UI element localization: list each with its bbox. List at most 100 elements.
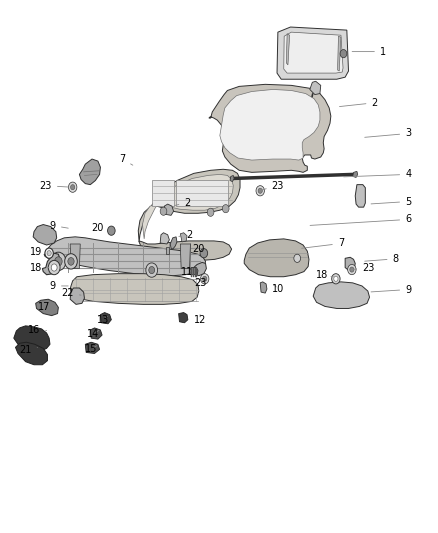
Polygon shape <box>152 180 173 206</box>
Text: 21: 21 <box>19 345 37 356</box>
Text: 11: 11 <box>181 266 194 277</box>
Polygon shape <box>313 282 370 309</box>
Text: 22: 22 <box>61 288 81 298</box>
Text: 14: 14 <box>87 329 99 339</box>
Text: 9: 9 <box>371 285 411 295</box>
Circle shape <box>146 263 158 277</box>
Polygon shape <box>190 268 198 274</box>
Circle shape <box>332 273 340 284</box>
Polygon shape <box>180 244 191 269</box>
Polygon shape <box>142 174 233 239</box>
Text: 15: 15 <box>85 344 97 354</box>
Polygon shape <box>14 326 50 351</box>
Text: 23: 23 <box>194 278 206 288</box>
Text: 7: 7 <box>302 238 344 248</box>
Text: 6: 6 <box>310 214 411 225</box>
Text: 18: 18 <box>30 263 49 272</box>
Circle shape <box>45 248 53 259</box>
Polygon shape <box>85 342 99 353</box>
Polygon shape <box>33 224 57 245</box>
Text: 18: 18 <box>316 270 333 280</box>
Text: 2: 2 <box>179 230 193 240</box>
Text: 13: 13 <box>97 314 110 325</box>
Polygon shape <box>15 342 47 365</box>
Text: 23: 23 <box>261 181 284 191</box>
Polygon shape <box>44 237 205 276</box>
Text: 9: 9 <box>50 221 68 231</box>
Text: 20: 20 <box>192 244 204 254</box>
Text: 16: 16 <box>28 326 46 335</box>
Polygon shape <box>345 257 355 272</box>
Polygon shape <box>355 184 365 207</box>
Circle shape <box>65 254 77 269</box>
Text: 9: 9 <box>50 281 68 291</box>
Text: 12: 12 <box>194 314 206 325</box>
Text: 4: 4 <box>344 169 411 180</box>
Text: 10: 10 <box>272 284 284 294</box>
Polygon shape <box>194 262 206 276</box>
Circle shape <box>334 276 338 281</box>
Polygon shape <box>220 90 320 160</box>
Text: 2: 2 <box>339 98 378 108</box>
Text: 19: 19 <box>30 247 48 257</box>
Polygon shape <box>139 241 232 260</box>
Polygon shape <box>70 244 80 269</box>
Circle shape <box>149 266 155 273</box>
Text: 8: 8 <box>365 254 399 264</box>
Polygon shape <box>353 171 358 177</box>
Text: 1: 1 <box>352 46 386 56</box>
Text: 7: 7 <box>119 154 133 165</box>
Circle shape <box>207 208 214 216</box>
Polygon shape <box>160 233 170 244</box>
Polygon shape <box>170 237 177 249</box>
Circle shape <box>223 205 229 213</box>
Polygon shape <box>166 247 170 254</box>
Polygon shape <box>310 81 321 94</box>
Polygon shape <box>244 239 309 277</box>
Polygon shape <box>277 27 349 79</box>
Polygon shape <box>176 180 228 206</box>
Circle shape <box>71 184 75 190</box>
Polygon shape <box>70 273 199 304</box>
Circle shape <box>108 226 115 235</box>
Polygon shape <box>138 169 240 242</box>
Circle shape <box>201 273 209 284</box>
Circle shape <box>258 188 262 193</box>
Circle shape <box>350 267 354 272</box>
Text: 20: 20 <box>91 223 110 232</box>
Circle shape <box>256 185 265 196</box>
Polygon shape <box>179 312 188 323</box>
Circle shape <box>48 260 60 274</box>
Text: 2: 2 <box>175 198 191 207</box>
Polygon shape <box>70 288 85 304</box>
Circle shape <box>294 254 300 262</box>
Polygon shape <box>35 299 58 316</box>
Circle shape <box>348 264 356 274</box>
Polygon shape <box>100 312 111 324</box>
Polygon shape <box>284 32 343 73</box>
Text: 17: 17 <box>38 302 57 312</box>
Circle shape <box>68 182 77 192</box>
Polygon shape <box>338 36 341 71</box>
Polygon shape <box>230 175 234 182</box>
Polygon shape <box>209 84 331 172</box>
Text: 5: 5 <box>371 197 411 206</box>
Text: 23: 23 <box>353 263 374 273</box>
Circle shape <box>47 251 51 256</box>
Polygon shape <box>260 282 267 293</box>
Polygon shape <box>79 159 100 184</box>
Text: 3: 3 <box>365 128 411 139</box>
Circle shape <box>203 276 207 281</box>
Polygon shape <box>164 204 173 215</box>
Circle shape <box>55 257 62 266</box>
Polygon shape <box>180 233 187 242</box>
Polygon shape <box>90 328 102 339</box>
Circle shape <box>200 248 208 258</box>
Polygon shape <box>286 34 290 65</box>
Circle shape <box>340 50 347 58</box>
Text: 23: 23 <box>39 181 68 191</box>
Polygon shape <box>42 253 60 274</box>
Circle shape <box>51 264 57 271</box>
Circle shape <box>68 257 74 265</box>
Circle shape <box>51 252 66 271</box>
